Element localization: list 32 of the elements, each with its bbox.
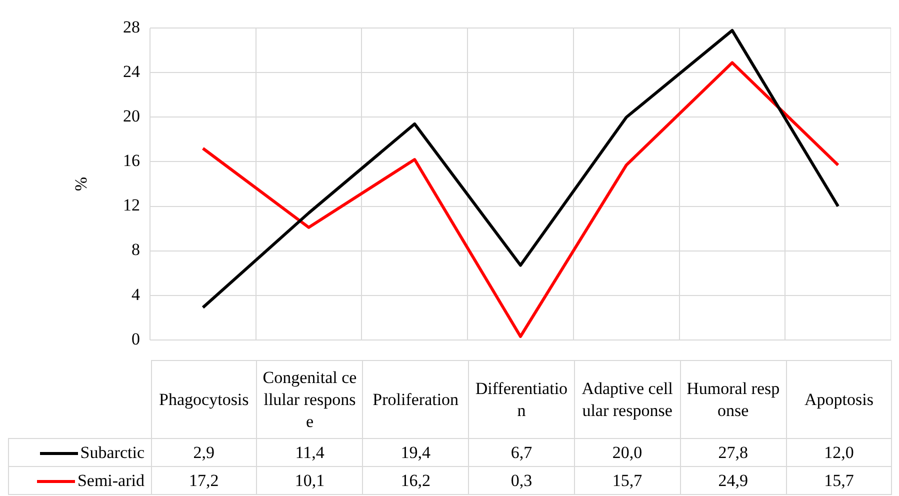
- data-label: 12,0: [786, 438, 892, 466]
- data-label: 27,8: [680, 438, 786, 466]
- legend-label: Subarctic: [80, 442, 144, 462]
- x-tick-label: Apoptosis: [786, 360, 892, 438]
- data-label: 0,3: [468, 466, 574, 494]
- y-tick-label: 4: [132, 284, 140, 304]
- data-label: 17,2: [151, 466, 257, 494]
- data-label: 24,9: [680, 466, 786, 494]
- x-tick-label: Proliferation: [362, 360, 469, 438]
- x-tick-label: Phagocytosis: [151, 360, 257, 438]
- data-label: 15,7: [574, 466, 680, 494]
- legend-label: Semi-arid: [77, 470, 144, 490]
- data-label: 2,9: [151, 438, 257, 466]
- y-tick-label: 28: [123, 18, 140, 37]
- x-tick-label: Humoral response: [680, 360, 786, 438]
- y-tick-label: 16: [123, 151, 140, 170]
- x-tick-label: Congenital cellular response: [256, 360, 363, 438]
- data-label: 16,2: [362, 466, 469, 494]
- y-tick-label: 20: [123, 106, 140, 126]
- data-label: 6,7: [468, 438, 574, 466]
- x-tick-label: Differentiation: [468, 360, 574, 438]
- y-tick-label: 0: [132, 329, 140, 348]
- y-tick-label: 24: [123, 62, 140, 82]
- data-label: 15,7: [786, 466, 892, 494]
- x-tick-label: Adaptive cellular response: [574, 360, 680, 438]
- y-axis-title: %: [72, 176, 91, 192]
- data-label: 19,4: [362, 438, 469, 466]
- data-label: 11,4: [256, 438, 363, 466]
- y-tick-label: 12: [123, 196, 140, 215]
- y-tick-label: 8: [132, 240, 140, 260]
- data-label: 20,0: [574, 438, 680, 466]
- data-label: 10,1: [256, 466, 363, 494]
